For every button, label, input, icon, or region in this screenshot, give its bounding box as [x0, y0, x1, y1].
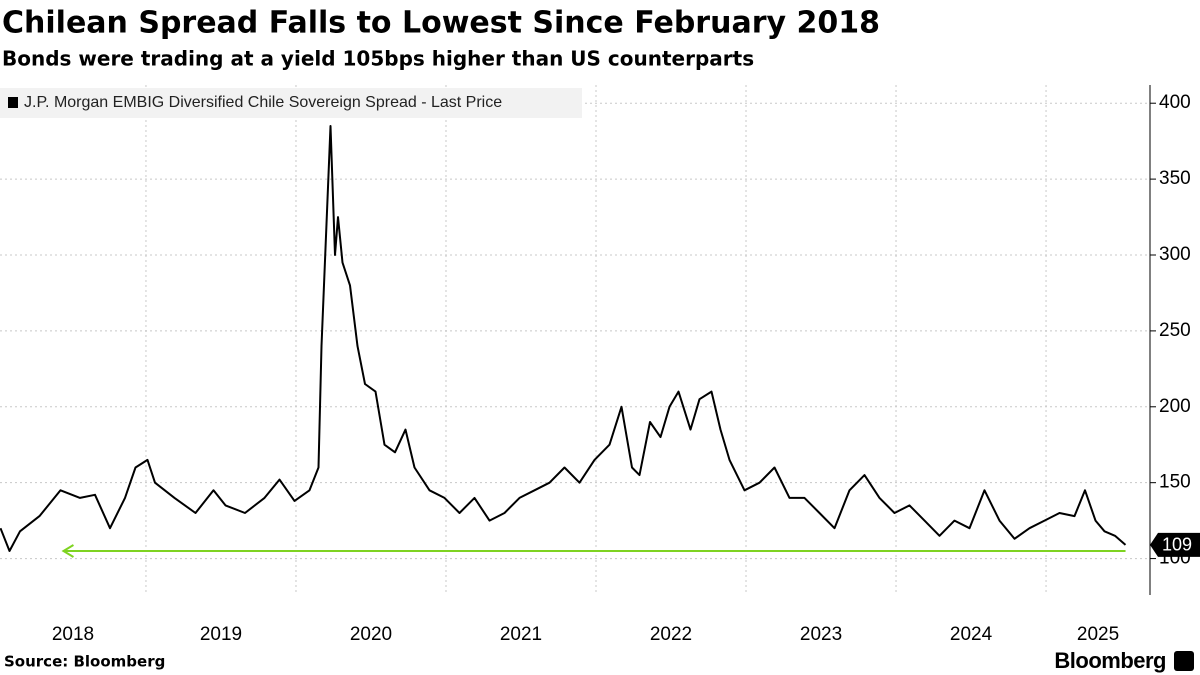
brand-icon: [1174, 651, 1194, 671]
x-tick-label: 2025: [1077, 624, 1119, 645]
source: Source: Bloomberg: [4, 653, 165, 671]
last-value-label: 109: [1162, 535, 1192, 555]
y-tick-label: 150: [1159, 472, 1191, 493]
chart-title: Chilean Spread Falls to Lowest Since Feb…: [2, 6, 880, 41]
legend-box: [0, 88, 582, 118]
y-tick-label: 350: [1159, 168, 1191, 189]
x-tick-label: 2018: [52, 624, 94, 645]
x-tick-label: 2023: [800, 624, 842, 645]
x-tick-label: 2022: [650, 624, 692, 645]
y-tick-label: 300: [1159, 244, 1191, 265]
y-tick-label: 250: [1159, 320, 1191, 341]
x-tick-label: 2020: [350, 624, 392, 645]
legend-label: J.P. Morgan EMBIG Diversified Chile Sove…: [24, 94, 502, 111]
y-tick-label: 400: [1159, 92, 1191, 113]
x-tick-label: 2021: [500, 624, 542, 645]
last-value-box: [1150, 532, 1200, 557]
brand: Bloomberg: [1054, 648, 1166, 673]
y-tick-label: 200: [1159, 396, 1191, 417]
reference-arrow: [61, 544, 74, 558]
x-tick-label: 2019: [200, 624, 242, 645]
legend-swatch: [8, 97, 18, 108]
x-tick-label: 2024: [950, 624, 993, 645]
chart-subtitle: Bonds were trading at a yield 105bps hig…: [2, 47, 754, 71]
series-line: [0, 125, 1127, 552]
